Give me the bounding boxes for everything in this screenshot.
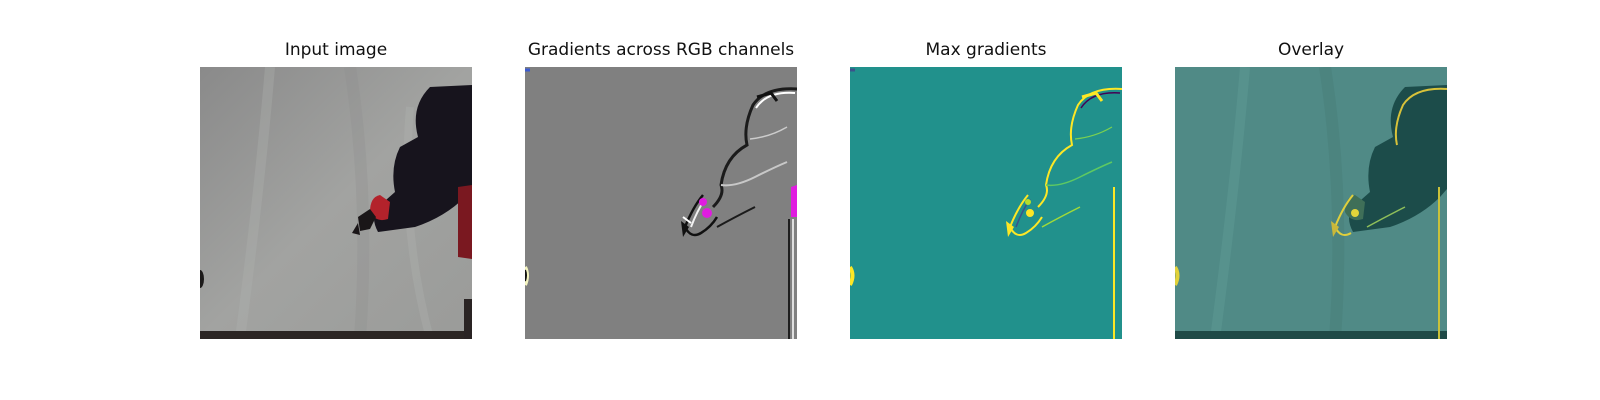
panel-title-overlay: Overlay — [1175, 40, 1447, 60]
input-image — [200, 67, 472, 339]
panel-title-input-image: Input image — [200, 40, 472, 60]
panel-title-rgb-gradients: Gradients across RGB channels — [525, 40, 797, 60]
max-gradients-map — [850, 67, 1122, 339]
rgb-gradients-map — [525, 67, 797, 339]
overlay-image — [1175, 67, 1447, 339]
panel-title-max-gradients: Max gradients — [850, 40, 1122, 60]
